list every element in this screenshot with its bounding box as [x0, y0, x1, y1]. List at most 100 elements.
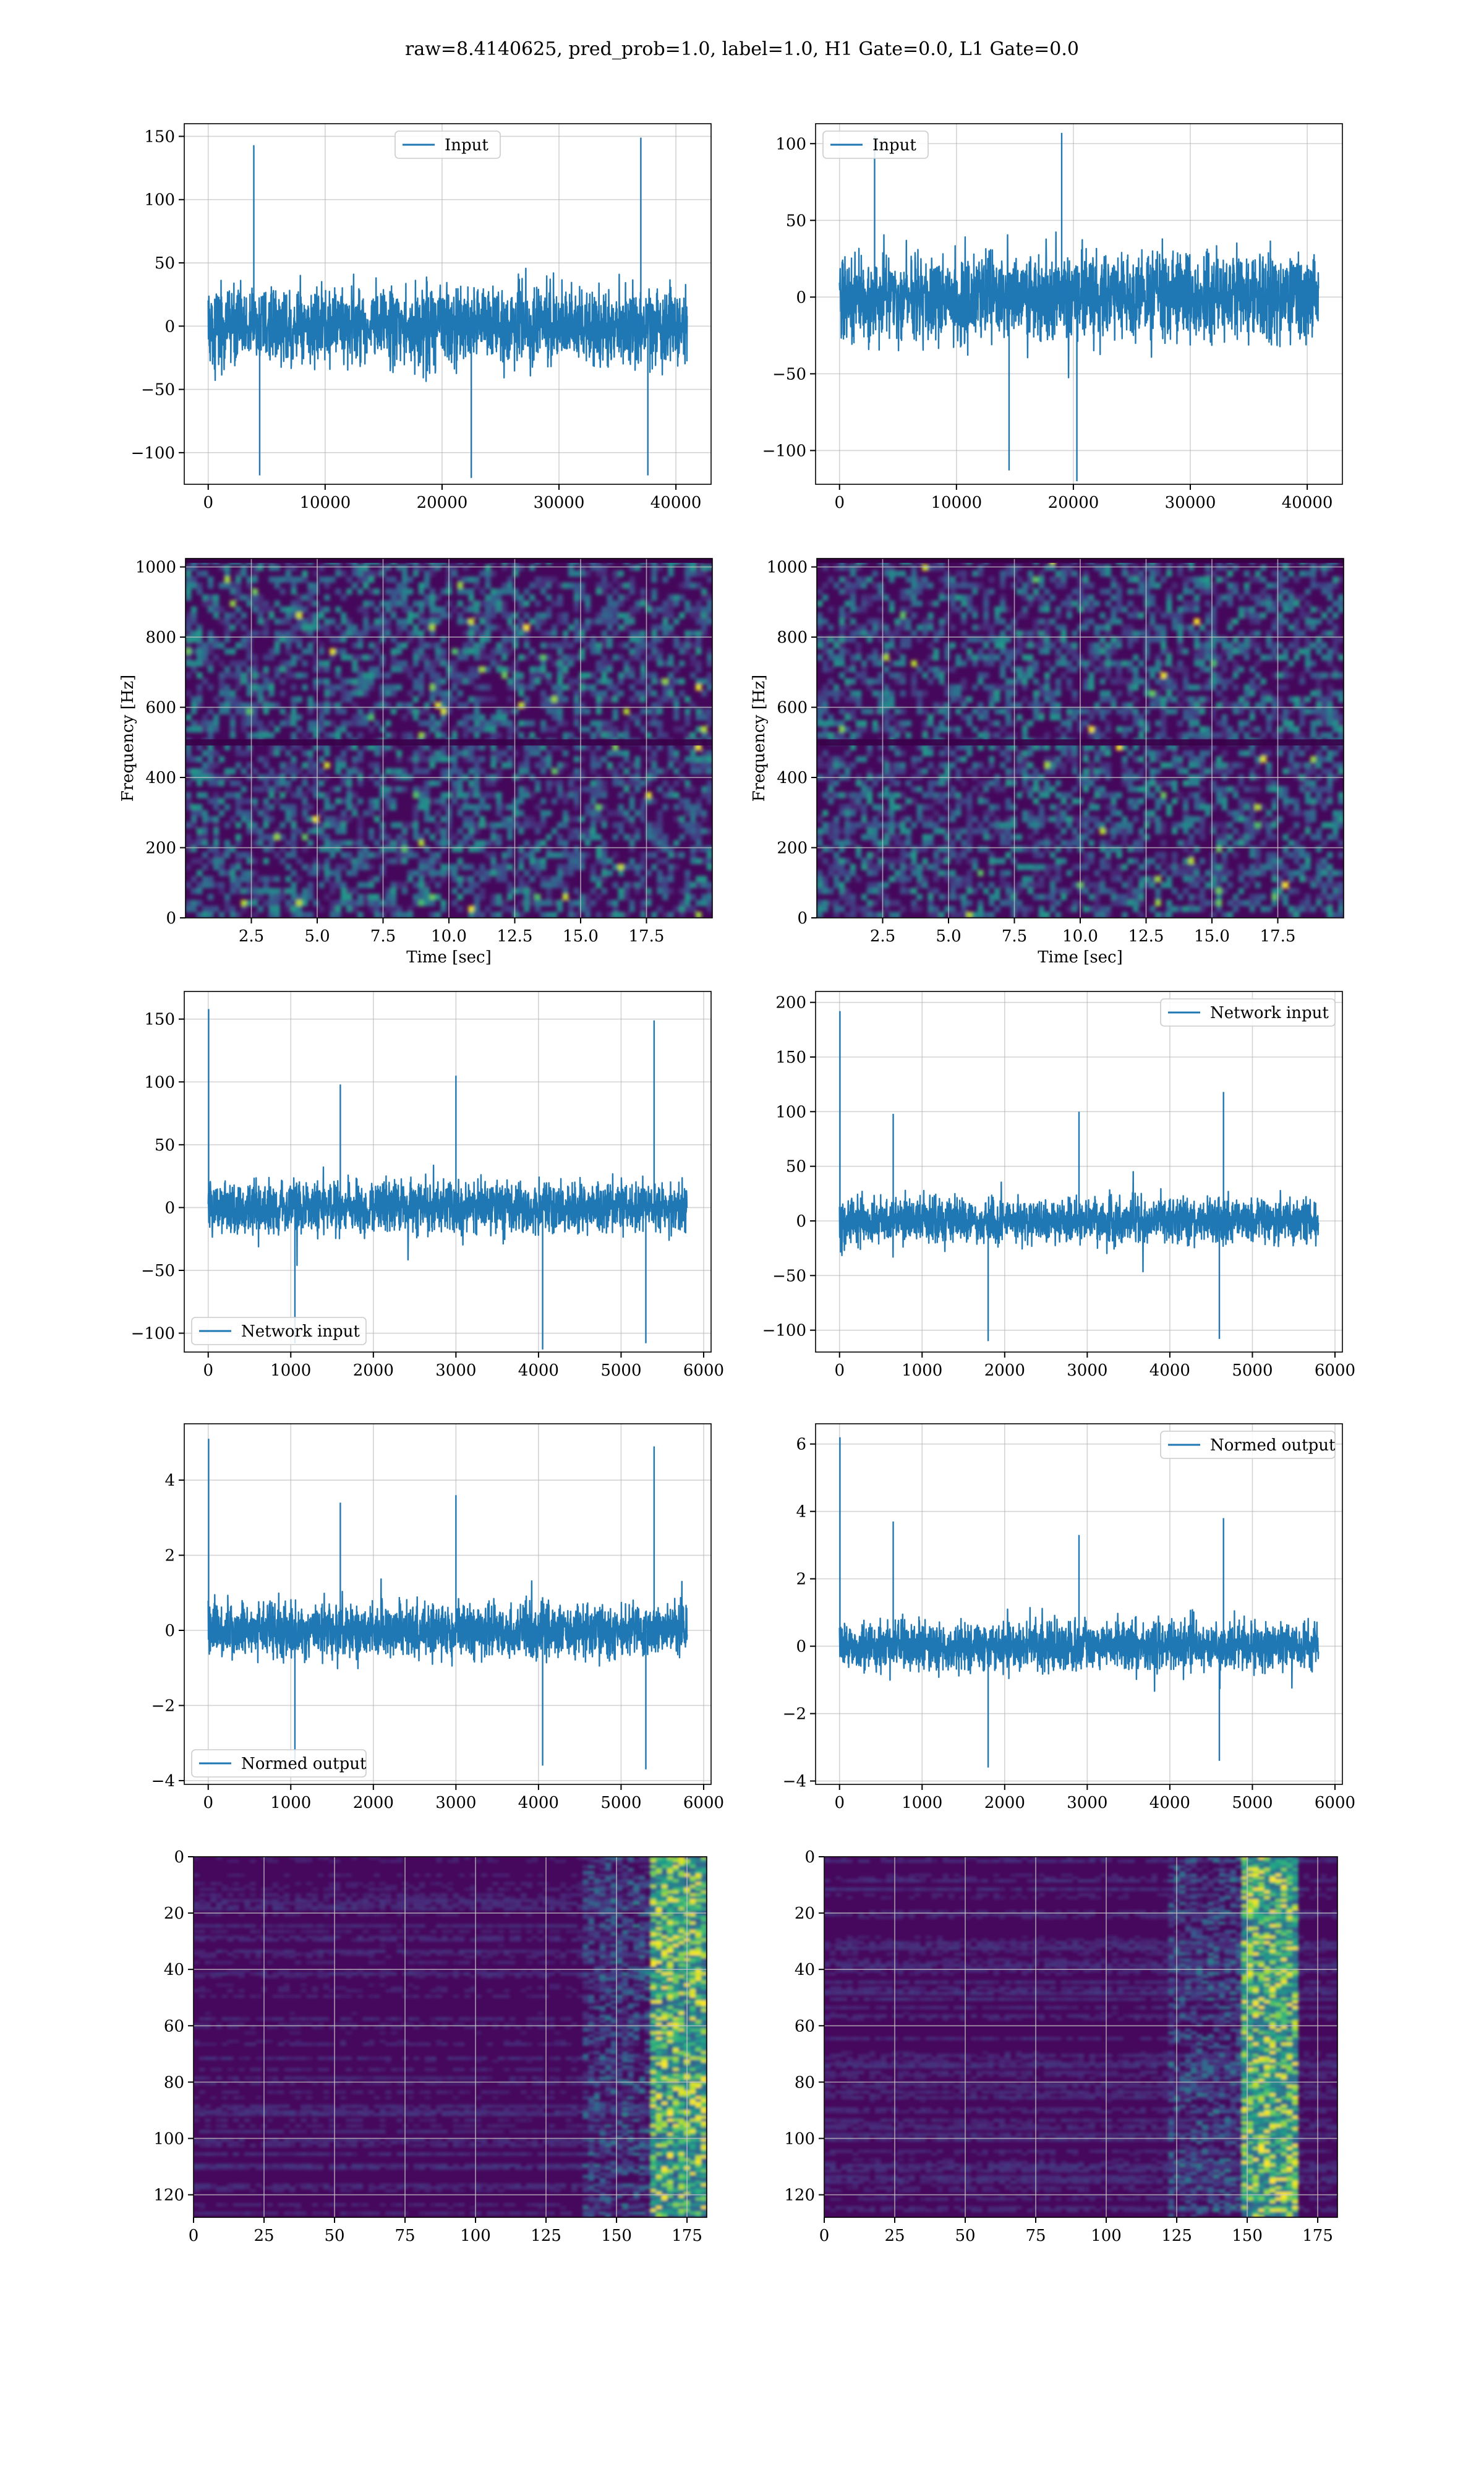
heatmap-cell [1021, 678, 1028, 685]
heatmap-cell [556, 720, 563, 727]
heatmap-cell [257, 828, 264, 834]
heatmap-cell [1027, 750, 1034, 757]
heatmap-cell [1116, 678, 1122, 685]
heatmap-cell [424, 899, 430, 907]
heatmap-cell [955, 606, 962, 613]
heatmap-cell [490, 912, 497, 918]
heatmap-cell [1271, 642, 1277, 649]
heatmap-cell [513, 816, 519, 823]
heatmap-cell [573, 912, 580, 918]
heatmap-cell [961, 678, 967, 685]
heatmap-cell [1294, 654, 1300, 661]
heatmap-cell [545, 750, 552, 757]
heatmap-cell [485, 684, 491, 691]
heatmap-cell [529, 899, 535, 907]
heatmap-cell [457, 894, 463, 901]
heatmap-cell [335, 666, 341, 673]
heatmap-cell [501, 870, 508, 876]
heatmap-cell [861, 792, 868, 798]
heatmap-cell [1177, 612, 1183, 619]
heatmap-cell [424, 798, 430, 805]
heatmap-cell [1182, 600, 1189, 607]
heatmap-cell [922, 792, 928, 798]
heatmap-cell [1294, 702, 1300, 709]
heatmap-cell [817, 720, 823, 727]
heatmap-cell [218, 642, 225, 649]
heatmap-cell [1238, 780, 1245, 787]
heatmap-cell [595, 756, 602, 763]
heatmap-cell [595, 588, 602, 595]
heatmap-cell [1088, 684, 1094, 691]
heatmap-cell [424, 828, 430, 834]
heatmap-cell [612, 810, 619, 816]
heatmap-cell [1116, 642, 1122, 649]
x-tick-label: 30000 [1165, 494, 1216, 512]
heatmap-cell [989, 576, 995, 583]
heatmap-cell [989, 762, 995, 769]
heatmap-cell [601, 696, 608, 703]
heatmap-cell [440, 798, 447, 805]
heatmap-cell [861, 600, 868, 607]
heatmap-cell [573, 888, 580, 894]
heatmap-cell [684, 570, 691, 577]
heatmap-cell [999, 636, 1006, 643]
heatmap-cell [496, 876, 502, 883]
heatmap-cell [684, 636, 691, 643]
heatmap-cell [435, 660, 441, 667]
heatmap-cell [573, 816, 580, 823]
heatmap-cell [490, 624, 497, 631]
heatmap-cell [1060, 600, 1067, 607]
heatmap-cell [285, 636, 291, 643]
heatmap-cell [246, 714, 253, 721]
heatmap-cell [1099, 642, 1106, 649]
heatmap-cell [190, 576, 197, 583]
heatmap-cell [418, 612, 425, 619]
heatmap-cell [368, 642, 375, 649]
heatmap-cell [707, 768, 713, 775]
heatmap-cell [296, 828, 302, 834]
heatmap-cell [966, 768, 973, 775]
heatmap-cell [1010, 648, 1017, 655]
heatmap-cell [479, 618, 485, 625]
heatmap-cell [463, 630, 469, 637]
heatmap-cell [507, 648, 513, 655]
heatmap-cell [607, 762, 613, 769]
heatmap-cell [646, 690, 652, 697]
heatmap-cell [235, 642, 242, 649]
heatmap-cell [524, 636, 530, 643]
heatmap-cell [463, 840, 469, 847]
heatmap-cell [595, 570, 602, 577]
heatmap-cell [1238, 750, 1245, 757]
heatmap-cell [373, 618, 380, 625]
heatmap-cell [518, 618, 524, 625]
heatmap-cell [291, 660, 297, 667]
heatmap-cell [601, 606, 608, 613]
heatmap-cell [1133, 744, 1139, 751]
heatmap-cell [911, 678, 917, 685]
heatmap-cell [257, 720, 264, 727]
heatmap-cell [556, 696, 563, 703]
heatmap-cell [651, 588, 657, 595]
heatmap-cell [379, 834, 386, 841]
heatmap-cell [1133, 678, 1139, 685]
heatmap-cell [196, 690, 203, 697]
heatmap-cell [302, 672, 308, 679]
heatmap-cell [207, 576, 214, 583]
heatmap-cell [623, 768, 629, 775]
heatmap-cell [501, 714, 508, 721]
heatmap-cell [540, 666, 547, 673]
heatmap-cell [490, 834, 497, 841]
heatmap-cell [844, 684, 851, 691]
heatmap-cell [474, 828, 480, 834]
heatmap-cell [474, 714, 480, 721]
heatmap-cell [1094, 654, 1100, 661]
heatmap-cell [696, 876, 702, 883]
heatmap-cell [1238, 726, 1245, 733]
heatmap-cell [1221, 594, 1228, 601]
heatmap-cell [961, 570, 967, 577]
heatmap-cell [412, 768, 419, 775]
heatmap-cell [485, 804, 491, 811]
heatmap-cell [507, 576, 513, 583]
heatmap-cell [1255, 642, 1261, 649]
heatmap-cell [595, 780, 602, 787]
